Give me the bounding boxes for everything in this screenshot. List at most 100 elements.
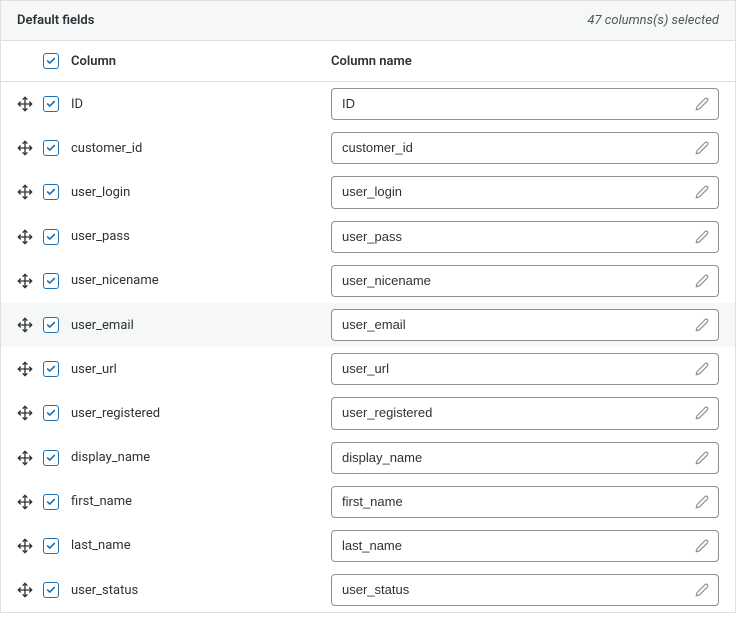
field-checkbox[interactable] xyxy=(43,405,59,421)
edit-icon[interactable] xyxy=(695,97,709,111)
field-input-cell xyxy=(319,176,719,208)
checkbox-cell xyxy=(43,582,71,598)
field-label: user_email xyxy=(71,318,319,333)
field-input-cell xyxy=(319,353,719,385)
field-row: user_login xyxy=(1,170,735,214)
field-row: user_pass xyxy=(1,215,735,259)
field-checkbox[interactable] xyxy=(43,273,59,289)
field-label: user_status xyxy=(71,583,319,598)
edit-icon[interactable] xyxy=(695,406,709,420)
column-name-input[interactable] xyxy=(331,442,719,474)
edit-icon[interactable] xyxy=(695,539,709,553)
field-input-cell xyxy=(319,574,719,606)
checkbox-cell xyxy=(43,229,71,245)
edit-icon[interactable] xyxy=(695,451,709,465)
checkbox-cell xyxy=(43,538,71,554)
field-checkbox[interactable] xyxy=(43,582,59,598)
select-all-cell xyxy=(43,53,71,69)
drag-handle-icon[interactable] xyxy=(17,273,43,289)
drag-handle-icon[interactable] xyxy=(17,450,43,466)
field-label: user_url xyxy=(71,362,319,377)
checkbox-cell xyxy=(43,184,71,200)
checkbox-cell xyxy=(43,405,71,421)
field-label: last_name xyxy=(71,538,319,553)
edit-icon[interactable] xyxy=(695,362,709,376)
field-input-cell xyxy=(319,132,719,164)
field-label: user_login xyxy=(71,185,319,200)
field-label: ID xyxy=(71,97,319,112)
field-input-cell xyxy=(319,221,719,253)
field-input-cell xyxy=(319,486,719,518)
drag-handle-icon[interactable] xyxy=(17,140,43,156)
field-row: user_nicename xyxy=(1,259,735,303)
column-name-input[interactable] xyxy=(331,265,719,297)
select-all-checkbox[interactable] xyxy=(43,53,59,69)
column-headers: Column Column name xyxy=(1,41,735,82)
column-header-column: Column xyxy=(71,54,319,69)
field-row: first_name xyxy=(1,480,735,524)
drag-handle-icon[interactable] xyxy=(17,184,43,200)
column-name-input[interactable] xyxy=(331,132,719,164)
edit-icon[interactable] xyxy=(695,583,709,597)
field-row: customer_id xyxy=(1,126,735,170)
columns-selected-status: 47 columns(s) selected xyxy=(587,13,719,28)
column-name-input[interactable] xyxy=(331,221,719,253)
checkbox-cell xyxy=(43,361,71,377)
field-row: display_name xyxy=(1,436,735,480)
field-label: user_nicename xyxy=(71,273,319,288)
field-checkbox[interactable] xyxy=(43,538,59,554)
field-row: last_name xyxy=(1,524,735,568)
field-row: user_registered xyxy=(1,391,735,435)
field-checkbox[interactable] xyxy=(43,96,59,112)
drag-handle-icon[interactable] xyxy=(17,229,43,245)
field-label: display_name xyxy=(71,450,319,465)
field-row: ID xyxy=(1,82,735,126)
field-checkbox[interactable] xyxy=(43,317,59,333)
column-name-input[interactable] xyxy=(331,176,719,208)
checkbox-cell xyxy=(43,96,71,112)
field-input-cell xyxy=(319,265,719,297)
column-header-column-name: Column name xyxy=(319,54,719,69)
field-input-cell xyxy=(319,397,719,429)
edit-icon[interactable] xyxy=(695,185,709,199)
drag-handle-icon[interactable] xyxy=(17,582,43,598)
checkbox-cell xyxy=(43,317,71,333)
field-row: user_status xyxy=(1,568,735,612)
drag-handle-icon[interactable] xyxy=(17,317,43,333)
field-checkbox[interactable] xyxy=(43,494,59,510)
drag-handle-icon[interactable] xyxy=(17,405,43,421)
edit-icon[interactable] xyxy=(695,495,709,509)
field-input-cell xyxy=(319,88,719,120)
checkbox-cell xyxy=(43,140,71,156)
column-name-input[interactable] xyxy=(331,397,719,429)
default-fields-panel: Default fields 47 columns(s) selected Co… xyxy=(0,0,736,613)
drag-handle-icon[interactable] xyxy=(17,494,43,510)
panel-header: Default fields 47 columns(s) selected xyxy=(1,1,735,41)
field-row: user_url xyxy=(1,347,735,391)
drag-handle-icon[interactable] xyxy=(17,361,43,377)
field-checkbox[interactable] xyxy=(43,229,59,245)
checkbox-cell xyxy=(43,494,71,510)
column-name-input[interactable] xyxy=(331,486,719,518)
field-input-cell xyxy=(319,309,719,341)
edit-icon[interactable] xyxy=(695,141,709,155)
field-checkbox[interactable] xyxy=(43,361,59,377)
edit-icon[interactable] xyxy=(695,318,709,332)
drag-handle-icon[interactable] xyxy=(17,538,43,554)
edit-icon[interactable] xyxy=(695,230,709,244)
field-checkbox[interactable] xyxy=(43,450,59,466)
column-name-input[interactable] xyxy=(331,353,719,385)
field-row: user_email xyxy=(1,303,735,347)
drag-handle-icon[interactable] xyxy=(17,96,43,112)
column-name-input[interactable] xyxy=(331,574,719,606)
column-name-input[interactable] xyxy=(331,88,719,120)
panel-title: Default fields xyxy=(17,13,94,28)
field-rows: ID customer_id user_login user_pass user_nic… xyxy=(1,82,735,612)
column-name-input[interactable] xyxy=(331,530,719,562)
field-checkbox[interactable] xyxy=(43,140,59,156)
edit-icon[interactable] xyxy=(695,274,709,288)
field-checkbox[interactable] xyxy=(43,184,59,200)
field-label: customer_id xyxy=(71,141,319,156)
column-name-input[interactable] xyxy=(331,309,719,341)
field-label: user_pass xyxy=(71,229,319,244)
